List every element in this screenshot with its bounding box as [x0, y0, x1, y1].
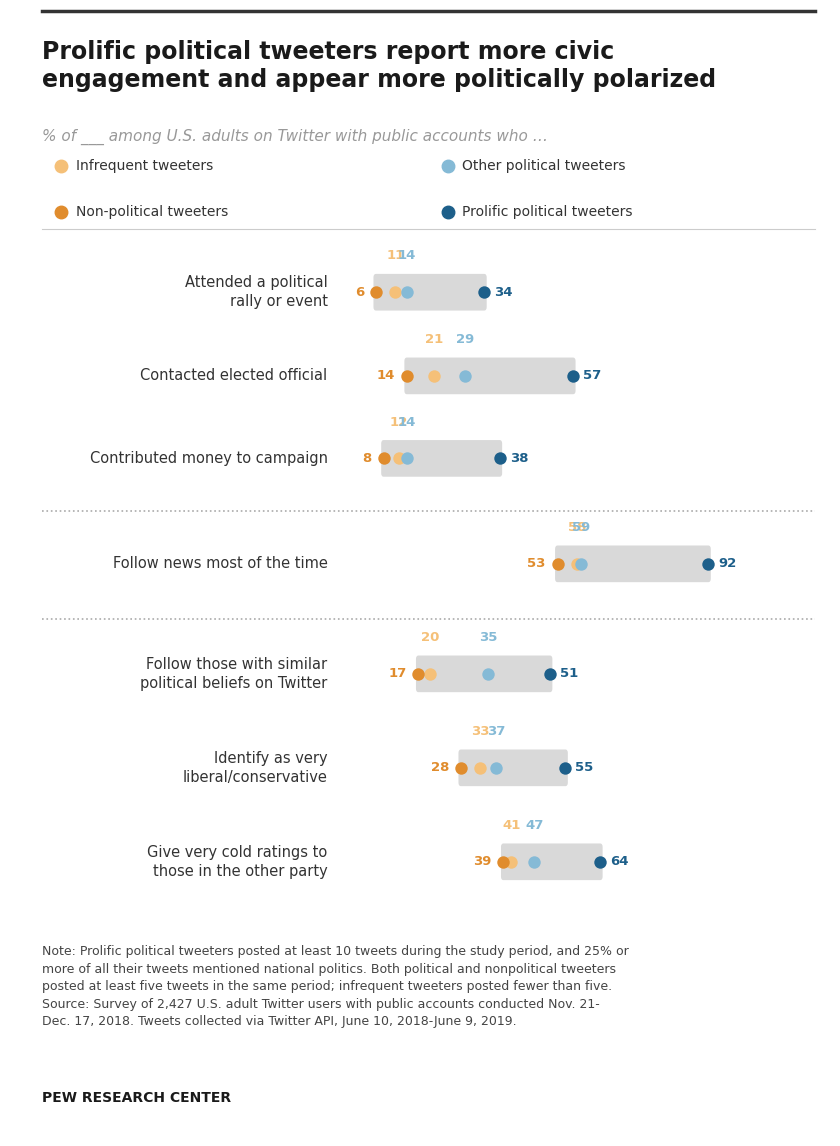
Text: 8: 8	[363, 452, 372, 465]
Point	[551, 555, 564, 573]
Text: Contacted elected official: Contacted elected official	[140, 368, 328, 384]
Point	[423, 665, 437, 683]
Text: PEW RESEARCH CENTER: PEW RESEARCH CENTER	[42, 1091, 231, 1105]
FancyBboxPatch shape	[501, 843, 602, 880]
Point	[454, 759, 468, 777]
Text: 29: 29	[456, 333, 474, 346]
Text: 38: 38	[510, 452, 528, 465]
Point	[543, 665, 557, 683]
Point	[574, 555, 587, 573]
Text: 20: 20	[421, 631, 439, 644]
Text: Note: Prolific political tweeters posted at least 10 tweets during the study per: Note: Prolific political tweeters posted…	[42, 945, 629, 1028]
FancyBboxPatch shape	[381, 440, 502, 477]
Point	[370, 283, 383, 301]
Text: 33: 33	[471, 725, 490, 738]
Point	[428, 367, 441, 385]
FancyBboxPatch shape	[374, 274, 486, 311]
Point	[389, 283, 402, 301]
Point	[458, 367, 471, 385]
Text: 64: 64	[610, 855, 628, 869]
Point	[474, 759, 487, 777]
Text: 12: 12	[390, 416, 408, 429]
Text: 11: 11	[386, 250, 404, 262]
Point	[412, 665, 425, 683]
Point	[505, 853, 518, 871]
Text: 92: 92	[718, 557, 737, 571]
Text: % of ___ among U.S. adults on Twitter with public accounts who …: % of ___ among U.S. adults on Twitter wi…	[42, 128, 548, 144]
Text: Follow news most of the time: Follow news most of the time	[113, 556, 328, 572]
FancyBboxPatch shape	[555, 545, 711, 582]
Text: 57: 57	[583, 369, 601, 383]
Text: 53: 53	[528, 557, 546, 571]
Text: 55: 55	[575, 761, 594, 775]
Text: Prolific political tweeters report more civic
engagement and appear more politic: Prolific political tweeters report more …	[42, 40, 717, 92]
Text: Follow those with similar
political beliefs on Twitter: Follow those with similar political beli…	[140, 657, 328, 691]
Text: Attended a political
rally or event: Attended a political rally or event	[185, 275, 328, 309]
Text: 28: 28	[431, 761, 449, 775]
Text: 6: 6	[355, 285, 365, 299]
Point	[593, 853, 606, 871]
Text: Give very cold ratings to
those in the other party: Give very cold ratings to those in the o…	[147, 845, 328, 879]
FancyBboxPatch shape	[404, 358, 575, 394]
Text: 51: 51	[560, 667, 578, 681]
Text: 58: 58	[568, 521, 586, 534]
Point	[400, 283, 413, 301]
Text: Infrequent tweeters: Infrequent tweeters	[76, 159, 213, 173]
Point	[559, 759, 572, 777]
Point	[570, 555, 584, 573]
Text: Other political tweeters: Other political tweeters	[462, 159, 626, 173]
Text: 59: 59	[572, 521, 590, 534]
Text: 41: 41	[502, 819, 521, 832]
Point	[377, 449, 391, 468]
Text: Contributed money to campaign: Contributed money to campaign	[90, 450, 328, 466]
Point	[566, 367, 580, 385]
Text: 14: 14	[397, 250, 416, 262]
Point	[481, 665, 495, 683]
FancyBboxPatch shape	[416, 656, 553, 692]
Text: Non-political tweeters: Non-political tweeters	[76, 205, 228, 219]
Point	[493, 449, 507, 468]
Text: Prolific political tweeters: Prolific political tweeters	[462, 205, 633, 219]
Text: 21: 21	[425, 333, 443, 346]
Point	[400, 449, 413, 468]
Point	[489, 759, 502, 777]
Point	[477, 283, 491, 301]
Point	[392, 449, 406, 468]
Point	[528, 853, 541, 871]
Text: 37: 37	[486, 725, 505, 738]
Point	[496, 853, 510, 871]
Text: Identify as very
liberal/conservative: Identify as very liberal/conservative	[183, 751, 328, 785]
Text: 14: 14	[397, 416, 416, 429]
Text: 14: 14	[377, 369, 395, 383]
Point	[400, 367, 413, 385]
FancyBboxPatch shape	[459, 749, 568, 786]
Text: 35: 35	[479, 631, 497, 644]
Text: 34: 34	[494, 285, 512, 299]
Point	[701, 555, 715, 573]
Text: 17: 17	[388, 667, 407, 681]
Text: 39: 39	[474, 855, 491, 869]
Text: 47: 47	[525, 819, 543, 832]
